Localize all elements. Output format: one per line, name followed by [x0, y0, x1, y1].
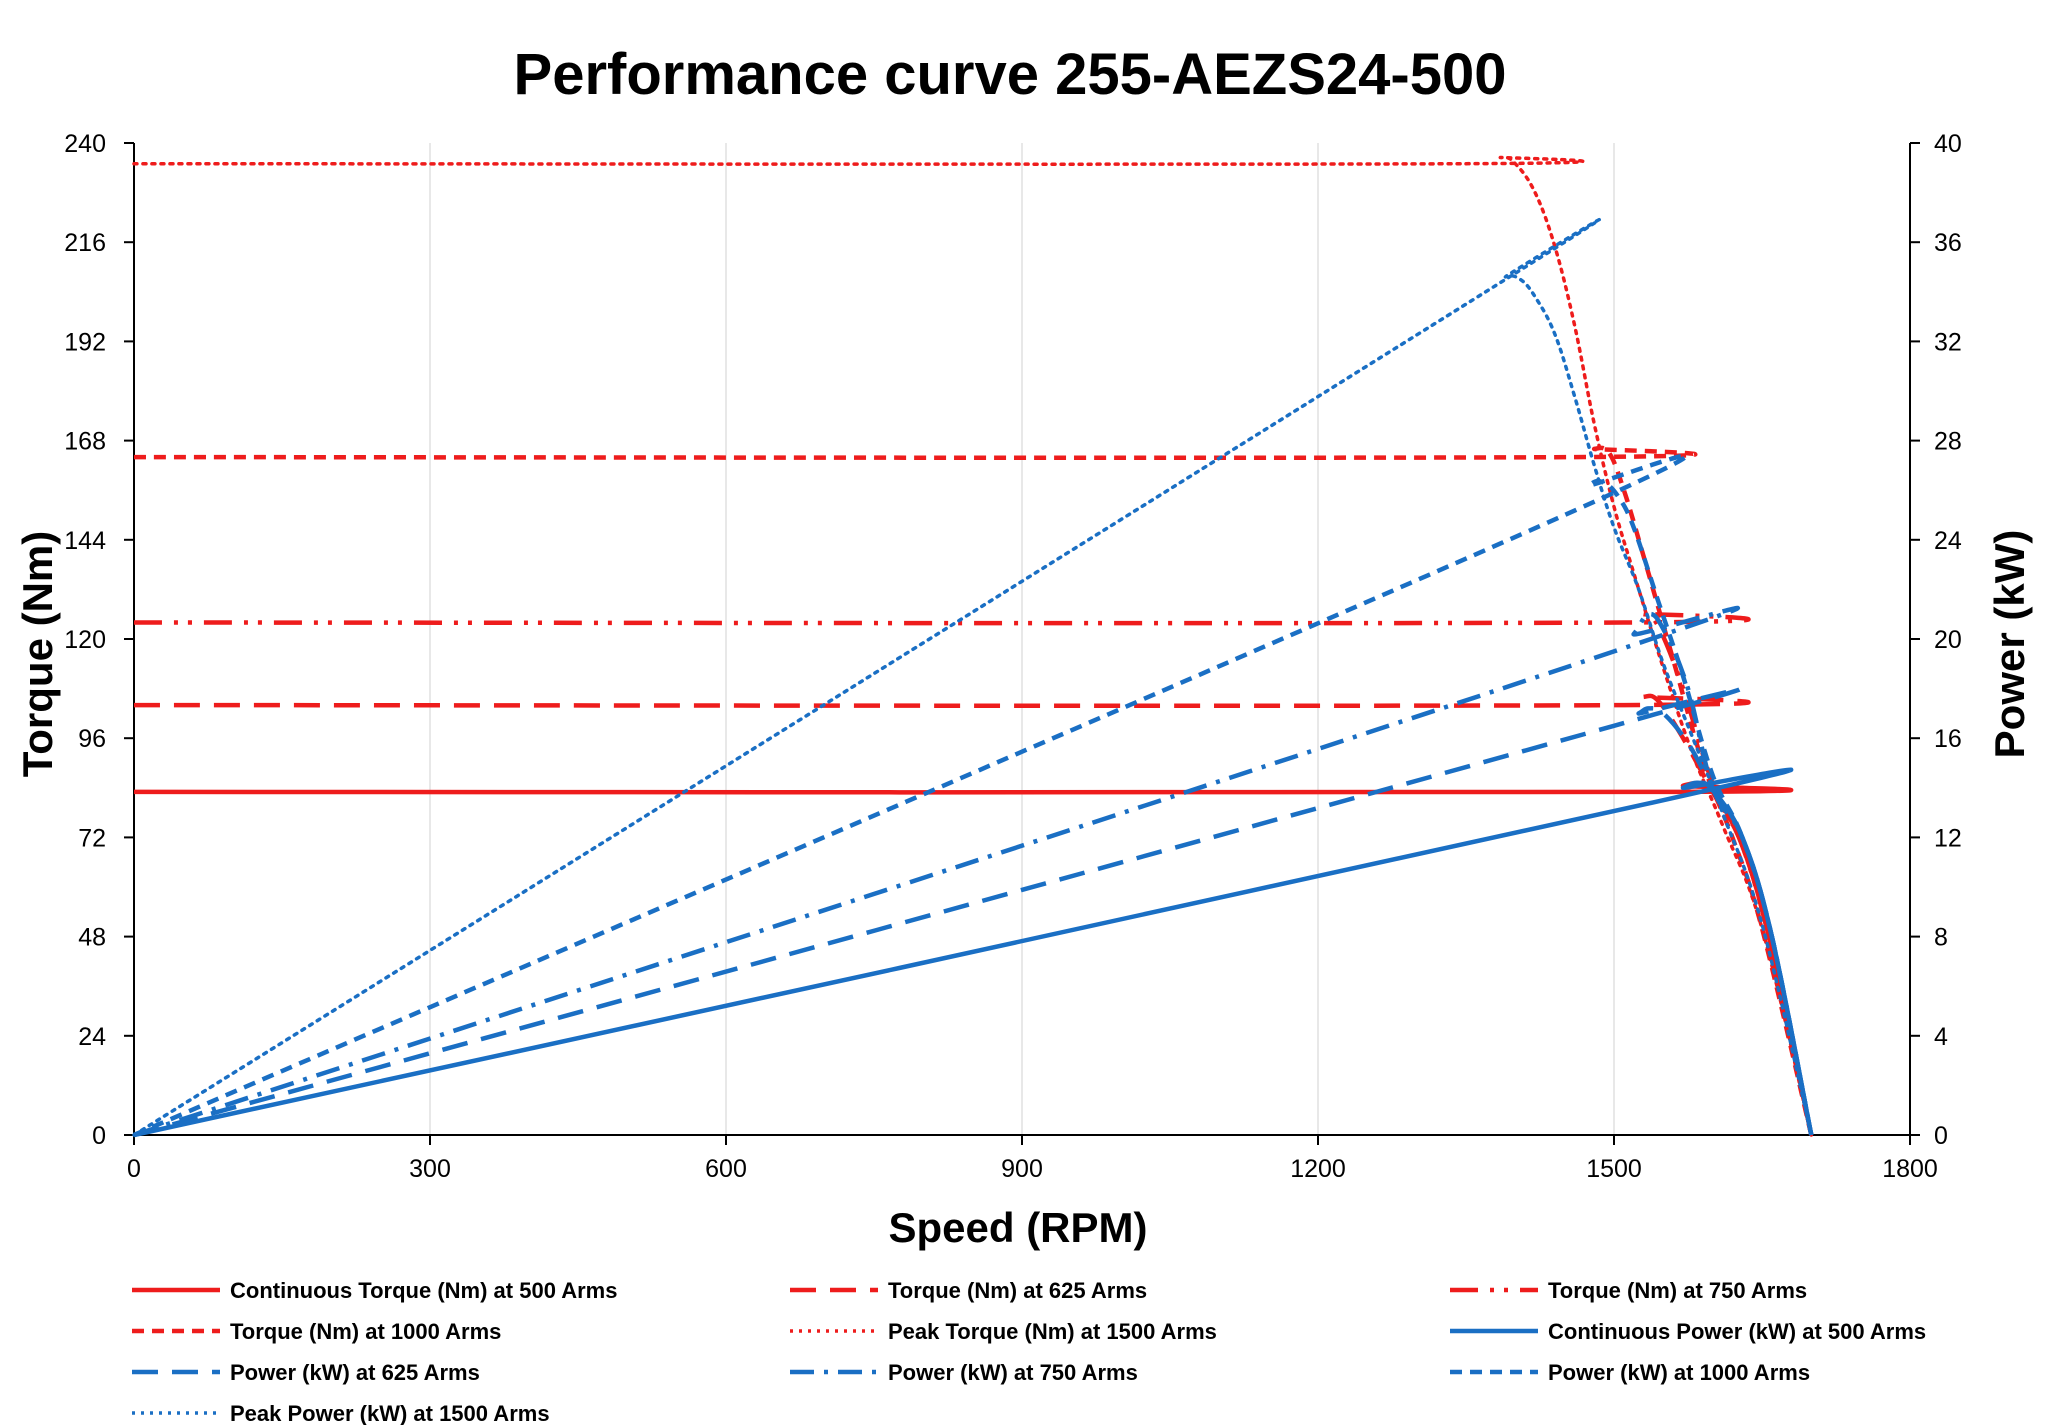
series-line-3: [133, 611, 1814, 1136]
legend-label-10: Peak Power (kW) at 1500 Arms: [230, 1401, 550, 1425]
x-tick-label: 900: [1001, 1155, 1043, 1183]
legend: Continuous Torque (Nm) at 500 Arms Torque…: [132, 1278, 1926, 1425]
chart-title: Performance curve 255-AEZS24-500: [514, 42, 1507, 107]
series-line-5: [132, 155, 1814, 1137]
y2-tick-label: 20: [1934, 626, 1962, 654]
y2-tick-label: 0: [1934, 1122, 1948, 1150]
x-tick-label: 0: [127, 1155, 141, 1183]
y2-tick-label: 32: [1934, 328, 1962, 356]
legend-label-3: Torque (Nm) at 750 Arms: [1548, 1278, 1807, 1303]
series-lines: [132, 155, 1814, 1138]
y-tick-label: 192: [64, 328, 106, 356]
legend-label-2: Torque (Nm) at 625 Arms: [888, 1278, 1147, 1303]
legend-label-7: Power (kW) at 625 Arms: [230, 1360, 480, 1385]
axes: 0 300 600 900 1200 1500 1800024487296120144168…: [64, 130, 1962, 1183]
y-tick-label: 48: [78, 924, 106, 952]
y2-tick-label: 40: [1934, 130, 1962, 158]
series-line-4: [133, 445, 1814, 1136]
y-tick-label: 216: [64, 229, 106, 257]
series-line-10: [132, 218, 1814, 1137]
y2-tick-label: 36: [1934, 229, 1962, 257]
legend-label-6: Continuous Power (kW) at 500 Arms: [1548, 1319, 1926, 1344]
series-line-8: [133, 605, 1814, 1138]
y2-tick-label: 4: [1934, 1023, 1948, 1051]
y2-tick-label: 8: [1934, 924, 1948, 952]
grid: [429, 143, 1911, 1135]
y2-tick-label: 12: [1934, 824, 1962, 852]
legend-label-5: Peak Torque (Nm) at 1500 Arms: [888, 1319, 1217, 1344]
y-tick-label: 96: [78, 725, 106, 753]
y2-tick-label: 24: [1934, 527, 1962, 555]
y-tick-label: 168: [64, 428, 106, 456]
y2-axis-title: Power (kW): [1986, 530, 2033, 759]
y-tick-label: 72: [78, 824, 106, 852]
x-tick-label: 1500: [1586, 1155, 1642, 1183]
series-line-7: [133, 687, 1814, 1138]
series-line-9: [133, 453, 1814, 1138]
series-line-2: [133, 693, 1814, 1136]
y-tick-label: 24: [78, 1023, 106, 1051]
legend-label-4: Torque (Nm) at 1000 Arms: [230, 1319, 501, 1344]
y-tick-label: 0: [92, 1122, 106, 1150]
y-tick-label: 144: [64, 527, 106, 555]
x-tick-label: 1800: [1882, 1155, 1938, 1183]
y-tick-label: 240: [64, 130, 106, 158]
legend-label-9: Power (kW) at 1000 Arms: [1548, 1360, 1810, 1385]
x-tick-label: 300: [409, 1155, 451, 1183]
y2-tick-label: 28: [1934, 428, 1962, 456]
y-tick-label: 120: [64, 626, 106, 654]
x-tick-label: 1200: [1290, 1155, 1346, 1183]
x-tick-label: 600: [705, 1155, 747, 1183]
y2-tick-label: 16: [1934, 725, 1962, 753]
series-line-6: [133, 767, 1814, 1138]
legend-label-8: Power (kW) at 750 Arms: [888, 1360, 1138, 1385]
x-axis-title: Speed (RPM): [888, 1204, 1147, 1251]
legend-label-1: Continuous Torque (Nm) at 500 Arms: [230, 1278, 617, 1303]
y-axis-title: Torque (Nm): [14, 531, 61, 778]
